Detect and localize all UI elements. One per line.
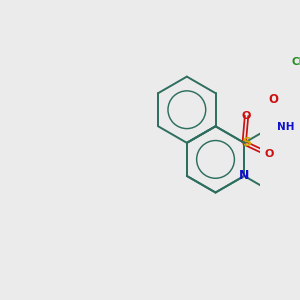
Text: NH: NH	[277, 122, 295, 132]
Text: S: S	[242, 136, 251, 149]
Text: O: O	[264, 149, 274, 159]
Text: Cl: Cl	[292, 57, 300, 67]
Text: O: O	[242, 111, 251, 121]
Text: N: N	[239, 169, 249, 182]
Text: O: O	[268, 93, 278, 106]
